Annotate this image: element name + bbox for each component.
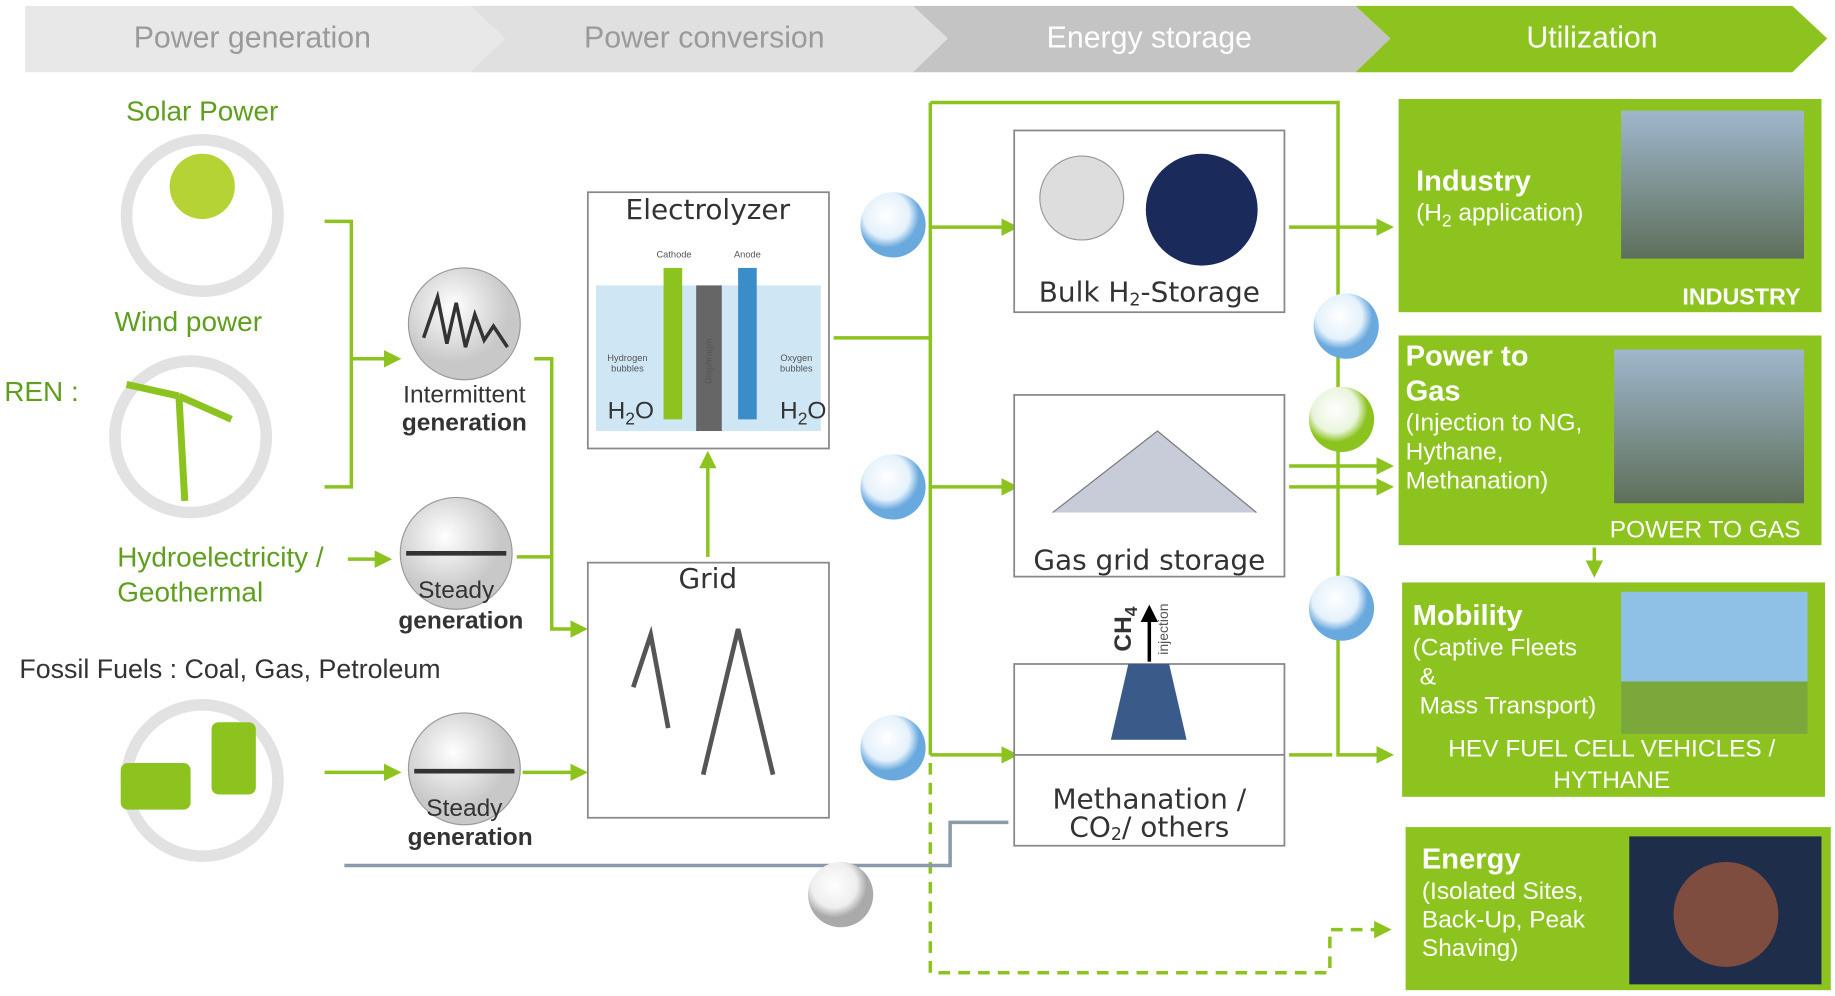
text-part: O — [807, 398, 826, 425]
shape — [170, 154, 235, 219]
text-part: application) — [1452, 200, 1584, 227]
subscript: 2 — [625, 408, 635, 428]
shape — [1314, 294, 1379, 359]
shape — [121, 763, 191, 810]
stage-label: Utilization — [1526, 22, 1657, 55]
injection-label: injection — [1155, 603, 1171, 654]
label: bubbles — [611, 364, 644, 374]
source-label: Fossil Fuels : Coal, Gas, Petroleum — [19, 654, 440, 684]
source-label: REN : — [4, 376, 79, 407]
text-part: H — [780, 398, 798, 425]
shape — [127, 384, 232, 500]
use-detail: (H2 application) — [1416, 200, 1583, 230]
text-part: CO — [1069, 810, 1111, 843]
page: {"header":{"stages":["Power generation",… — [0, 0, 1835, 996]
shape — [1621, 681, 1807, 733]
use-title: Gas — [1406, 375, 1461, 407]
shape — [664, 268, 683, 419]
shape — [212, 722, 256, 794]
label: Anode — [734, 250, 761, 260]
ch4-label: CH4 — [1110, 606, 1140, 651]
use-title: Mobility — [1413, 600, 1524, 632]
shape — [1621, 111, 1804, 259]
use-detail: & — [1420, 663, 1436, 690]
subscript: 2 — [798, 408, 808, 428]
use-tag: INDUSTRY — [1682, 283, 1801, 309]
use-detail: Methanation) — [1406, 468, 1549, 495]
use-tag: POWER TO GAS — [1610, 517, 1801, 544]
diagram: Power generation Power conversion Energy s… — [0, 0, 1835, 996]
subscript: 2 — [1129, 291, 1140, 311]
text-part: O — [635, 398, 654, 425]
text-part: (H — [1416, 200, 1442, 227]
use-detail: (Captive Fleets — [1413, 634, 1577, 661]
shape — [860, 454, 925, 519]
label: Hydrogen — [607, 353, 647, 363]
shape — [738, 268, 757, 419]
subscript: 2 — [1442, 210, 1452, 230]
label: Cathode — [656, 250, 691, 260]
box-title: Gas grid storage — [1033, 543, 1265, 576]
box-title: Grid — [678, 562, 737, 595]
stage-label: Power generation — [134, 22, 371, 55]
shape — [808, 862, 873, 927]
label: Oxygen — [780, 353, 812, 363]
shape — [1309, 575, 1374, 640]
subscript: 2 — [1111, 825, 1122, 845]
box-title: Electrolyzer — [626, 193, 791, 226]
use-detail: Mass Transport) — [1420, 693, 1597, 720]
subscript: 4 — [1120, 606, 1140, 616]
shape — [1040, 156, 1124, 240]
use-title: Energy — [1422, 844, 1521, 876]
shape — [325, 221, 352, 487]
shape — [408, 268, 520, 380]
use-detail: (Injection to NG, — [1406, 409, 1583, 436]
shape — [1309, 387, 1374, 452]
source-label: Hydroelectricity / — [117, 542, 324, 573]
text-part: CH — [1110, 616, 1137, 651]
shape — [860, 192, 925, 257]
shape — [860, 715, 925, 780]
stage-label: Energy storage — [1047, 22, 1252, 55]
shape — [534, 359, 584, 629]
use-title: Industry — [1416, 166, 1532, 198]
use-tag: HEV FUEL CELL VEHICLES / — [1448, 736, 1775, 763]
text-part: H — [608, 398, 626, 425]
source-label: Solar Power — [126, 95, 278, 126]
label: bubbles — [780, 364, 813, 374]
generation-label: Intermittent — [403, 382, 526, 409]
source-label: Wind power — [115, 306, 263, 337]
text-part: / others — [1122, 810, 1229, 843]
shape — [588, 563, 829, 818]
use-detail: Shaving) — [1422, 935, 1519, 962]
generation-label: Steady — [418, 577, 495, 604]
use-tag: HYTHANE — [1553, 767, 1670, 794]
box-title: CO2/ others — [1069, 810, 1229, 845]
use-detail: Back-Up, Peak — [1422, 906, 1586, 933]
label: Diaphragm — [703, 338, 713, 384]
use-title: Power to — [1406, 340, 1529, 372]
photos — [1614, 111, 1821, 985]
generation-label: Steady — [426, 795, 503, 822]
source-label: Geothermal — [117, 576, 263, 607]
generation-label: generation — [398, 608, 523, 635]
shape — [1674, 862, 1779, 967]
stage-label: Power conversion — [584, 22, 825, 55]
text-part: -Storage — [1141, 276, 1260, 309]
use-detail: (Isolated Sites, — [1422, 878, 1584, 905]
box-title: Bulk H2-Storage — [1039, 276, 1260, 311]
use-detail: Hythane, — [1406, 439, 1504, 466]
shape — [1614, 349, 1804, 503]
generation-label: generation — [402, 409, 527, 436]
generation-label: generation — [408, 824, 533, 851]
text-part: Bulk H — [1039, 276, 1130, 309]
shape — [1146, 154, 1258, 266]
